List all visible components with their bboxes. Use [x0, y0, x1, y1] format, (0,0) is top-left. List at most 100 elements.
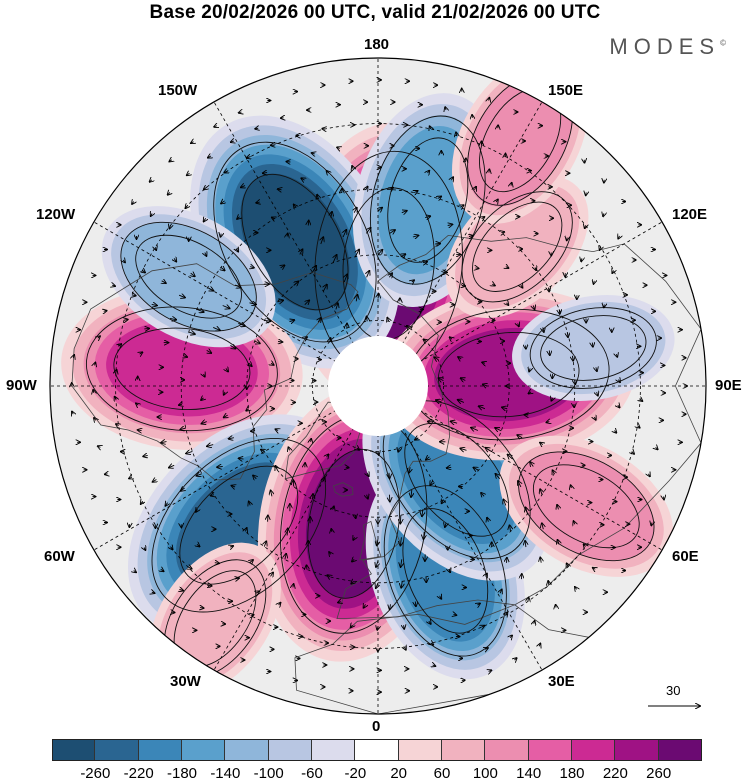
colorbar-swatch — [572, 739, 616, 761]
wind-vector — [318, 318, 321, 322]
wind-vector — [367, 473, 369, 476]
wind-vector — [169, 318, 176, 319]
wind-vector — [521, 285, 523, 288]
lon-label-30e: 30E — [548, 673, 575, 690]
wind-vector — [343, 230, 346, 238]
wind-vector — [507, 303, 509, 305]
wind-vector — [196, 309, 204, 312]
wind-vector — [327, 454, 329, 456]
wind-vector — [153, 480, 157, 482]
colorbar-swatch — [355, 739, 399, 761]
wind-vector — [98, 336, 100, 338]
wind-vector — [253, 475, 256, 478]
wind-vector — [518, 481, 521, 488]
graticule — [50, 58, 706, 714]
coast-eurasia — [336, 234, 702, 620]
wind-vector — [540, 489, 542, 495]
wind-vector — [255, 128, 258, 129]
wind-vector — [664, 497, 665, 500]
wind-vector — [367, 317, 368, 322]
colorbar-swatch — [268, 739, 312, 761]
wind-vector — [401, 254, 406, 257]
wind-vector — [168, 192, 170, 194]
wind-vector — [398, 448, 399, 452]
wind-vector — [612, 270, 613, 273]
wind-vector — [428, 171, 430, 173]
wind-vector — [187, 173, 190, 175]
wind-vector — [618, 405, 620, 407]
wind-vector — [333, 506, 334, 509]
wind-vector — [214, 126, 217, 127]
colorbar-tick-label: -260 — [80, 765, 111, 782]
wind-vector — [529, 368, 530, 371]
wind-vector — [594, 417, 595, 420]
wind-vector — [112, 285, 115, 286]
wind-vector — [211, 495, 214, 496]
wind-vector — [412, 280, 414, 282]
wind-vector — [489, 169, 490, 172]
wind-vector — [224, 415, 228, 417]
wind-vector — [180, 428, 186, 430]
wind-vector — [246, 409, 249, 411]
wind-vector — [301, 178, 304, 180]
wind-vector — [414, 191, 417, 193]
wind-vector — [378, 208, 382, 212]
wind-vector — [460, 205, 463, 207]
wind-vector — [559, 309, 560, 314]
meridian — [213, 385, 379, 671]
wind-vector — [278, 189, 282, 190]
wind-vector — [422, 509, 423, 516]
wind-vector — [439, 378, 444, 381]
wind-vector — [543, 327, 544, 332]
wind-vector — [287, 234, 288, 237]
wind-vector — [271, 490, 272, 497]
colorbar-tick-label: -60 — [301, 765, 323, 782]
wind-vector — [434, 357, 438, 359]
colorbar-tick-label: 140 — [516, 765, 542, 782]
meridian — [93, 385, 379, 551]
wind-vector — [95, 363, 96, 366]
wind-vector — [471, 428, 479, 431]
streamline-contour — [85, 306, 278, 432]
wind-vector — [275, 429, 278, 430]
lon-label-180: 180 — [364, 36, 390, 53]
wind-vector — [482, 362, 485, 363]
wind-vector — [489, 670, 492, 671]
wind-vector — [364, 604, 366, 608]
wind-vector — [72, 412, 73, 415]
wind-vector — [540, 557, 541, 563]
wind-vector — [475, 268, 478, 269]
wind-vector — [592, 343, 593, 347]
wind-vector — [138, 430, 142, 431]
colorbar-swatch — [95, 739, 139, 761]
wind-vector — [226, 368, 228, 371]
wind-vector — [213, 327, 220, 330]
wind-vector — [287, 528, 288, 536]
wind-vector — [458, 400, 465, 403]
wind-vector — [329, 552, 331, 554]
wind-vector — [285, 554, 286, 560]
wind-vector — [202, 422, 207, 424]
colorbar-tick-label: 260 — [646, 765, 672, 782]
wind-vector — [263, 173, 267, 174]
colorbar-tick-label: -20 — [344, 765, 367, 782]
wind-vector — [594, 281, 595, 284]
wind-vector — [496, 474, 500, 480]
wind-vector — [445, 523, 446, 527]
wind-vector — [132, 202, 134, 205]
wind-vector — [116, 370, 117, 373]
colorbar-swatch — [182, 739, 226, 761]
wind-vector — [256, 202, 260, 203]
wind-vector — [477, 603, 480, 605]
wind-vector — [567, 238, 568, 241]
wind-vector — [132, 295, 136, 296]
wind-vector — [616, 354, 617, 357]
wind-vector — [169, 465, 175, 467]
lon-label-150e: 150E — [548, 82, 584, 99]
wind-vector — [105, 474, 108, 475]
wind-vector — [155, 247, 156, 250]
wind-vector — [327, 171, 329, 173]
wind-vector — [229, 438, 234, 439]
wind-vector — [546, 422, 549, 423]
